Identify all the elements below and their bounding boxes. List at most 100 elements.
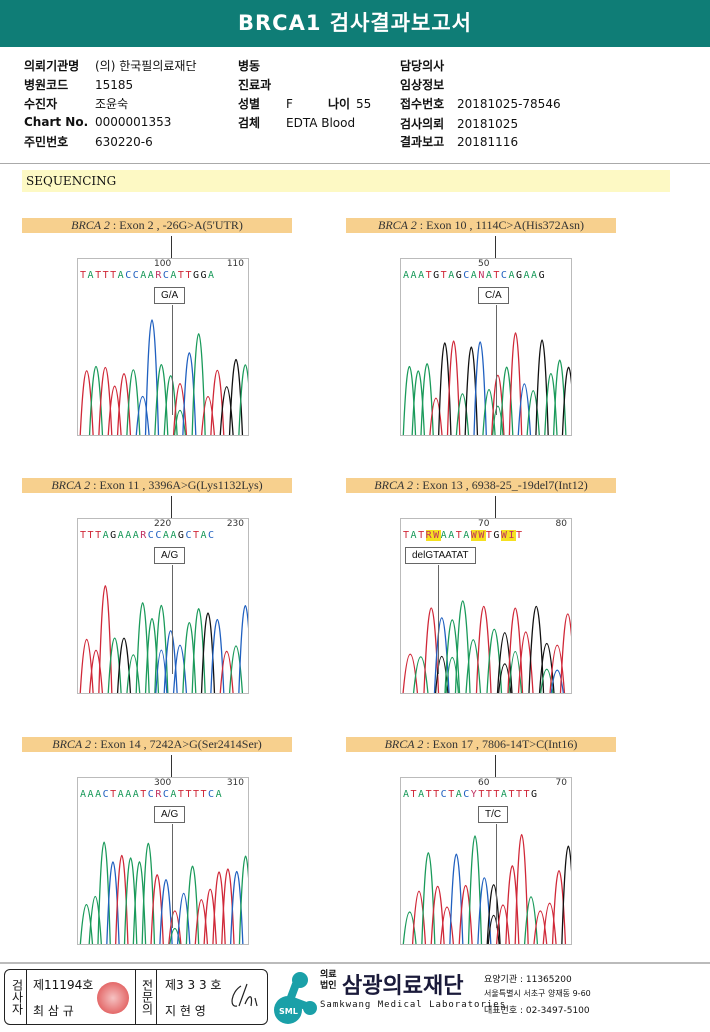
base-call: G [515, 270, 524, 281]
trace-peak [550, 669, 564, 693]
position-tick: 220 [154, 519, 172, 529]
base-call: T [192, 789, 201, 800]
gene-name: BRCA 2 [384, 737, 424, 751]
mutation-pointer [172, 824, 173, 929]
trace-peak [219, 651, 234, 693]
phone: 대표번호 : 02-3497-5100 [484, 1006, 590, 1016]
trace-peak [219, 386, 234, 435]
base-call: T [425, 789, 434, 800]
info-label: 병원코드 [24, 78, 69, 92]
trace-peak [411, 370, 426, 435]
trace-peak [482, 388, 496, 435]
base-call: A [463, 530, 471, 541]
base-call: T [455, 530, 464, 541]
info-c2-0: 병동 [238, 57, 286, 74]
trace-peak [88, 649, 104, 693]
divider [0, 163, 710, 164]
base-call: G [433, 270, 441, 281]
base-call: A [80, 789, 88, 800]
trace-peak [528, 605, 545, 693]
base-call: G [493, 530, 501, 541]
base-call: A [470, 270, 479, 281]
mutation-pointer [172, 305, 173, 416]
trace-peak [238, 364, 248, 435]
chromatogram: 100 110 TATTTACCAARCATTGGA G/A [77, 258, 249, 436]
variant-label: BRCA 2 : Exon 10 , 1114C>A(His372Asn) [346, 218, 616, 233]
base-call: A [418, 789, 426, 800]
base-call: G [455, 270, 464, 281]
info-c3-2: 접수번호 20181025-78546 [400, 95, 561, 112]
base-call: T [493, 789, 501, 800]
sml-logo-icon: SML [274, 972, 317, 1024]
base-call: A [215, 789, 224, 800]
mutation-pointer [496, 824, 497, 929]
base-call: T [95, 530, 103, 541]
trace-peak [172, 383, 188, 435]
trace-peak [200, 396, 216, 435]
base-call: T [192, 530, 201, 541]
mutation-label: C/A [478, 287, 509, 304]
trace-peak [182, 352, 197, 435]
base-call: A [87, 789, 96, 800]
examiner-label: 검사자 [5, 970, 27, 1024]
trace-peak [107, 385, 122, 435]
base-calls: AAATGTAGCANATCAGAAG [403, 270, 546, 281]
base-call: T [515, 530, 524, 541]
trace-peak [542, 903, 557, 944]
position-tick: 70 [478, 519, 490, 529]
info-value: 20181025 [457, 117, 519, 131]
corp-prefix: 의료법인 [320, 970, 337, 991]
position-tick: 110 [226, 259, 244, 269]
position-tick: 70 [555, 778, 567, 788]
chromatogram: 220 230 TTTAGAAARCCAAGCTAC A/G [77, 518, 249, 694]
base-call: G [531, 789, 539, 800]
base-call: T [102, 270, 111, 281]
base-call: G [538, 270, 547, 281]
base-call: T [95, 270, 103, 281]
trace-peak [473, 341, 487, 435]
trace-peak [412, 656, 429, 693]
trace-peak [421, 852, 436, 944]
base-call: A [531, 270, 539, 281]
base-call: T [200, 789, 209, 800]
info-label: 담당의사 [400, 59, 445, 73]
position-tick: 300 [154, 778, 172, 788]
trace-peak [159, 879, 173, 944]
mutation-label: A/G [154, 547, 186, 564]
base-call: C [500, 270, 509, 281]
base-call: G [192, 270, 201, 281]
base-call: C [162, 789, 171, 800]
variant-description: : Exon 10 , 1114C>A(His372Asn) [416, 218, 584, 232]
trace-peak [514, 833, 529, 944]
arrow-line [495, 236, 496, 268]
variant-label: BRCA 2 : Exon 14 , 7242A>G(Ser2414Ser) [22, 737, 292, 752]
base-call: T [440, 270, 449, 281]
base-call: T [485, 789, 494, 800]
base-call: A [440, 530, 449, 541]
trace-peak [455, 393, 470, 435]
variant-description: : Exon 17 , 7806-14T>C(Int16) [423, 737, 578, 751]
gene-name: BRCA 2 [378, 218, 417, 232]
mutation-label: T/C [478, 806, 509, 823]
variant-description: : Exon 2 , -26G>A(5'UTR) [109, 218, 243, 232]
info-label: 검체 [238, 116, 261, 130]
trace-peak [508, 651, 522, 693]
info-value: 20181116 [457, 135, 519, 149]
info-c2-2: 성별 F [238, 95, 293, 112]
base-call: A [500, 789, 509, 800]
report-title: BRCA1 검사결과보고서 [0, 0, 710, 47]
base-call: A [147, 270, 156, 281]
position-tick: 230 [226, 519, 244, 529]
base-call: A [117, 530, 126, 541]
trace-peak [517, 631, 534, 693]
base-call: T [110, 789, 118, 800]
variant-label: BRCA 2 : Exon 11 , 3396A>G(Lys1132Lys) [22, 478, 292, 493]
org-name: 삼광의료재단 [342, 974, 464, 999]
info-label: 병동 [238, 59, 261, 73]
base-call: T [80, 270, 88, 281]
trace-peak [126, 369, 141, 435]
trace-peak [535, 339, 549, 435]
base-call: A [125, 530, 133, 541]
base-call: A [87, 270, 96, 281]
info-c1-4: 주민번호 630220-6 [24, 133, 153, 150]
